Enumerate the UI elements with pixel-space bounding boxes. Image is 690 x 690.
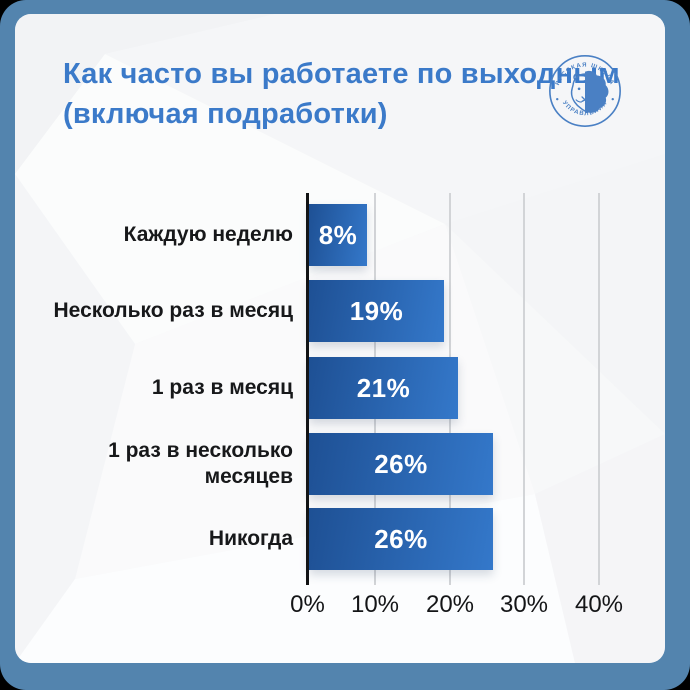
page-title: Как часто вы работаете по выходным (вклю… — [63, 58, 620, 130]
school-logo: РУССКАЯ ШКОЛА УПРАВЛЕНИЯ — [549, 55, 621, 127]
lion-icon — [570, 70, 609, 114]
bar-0: 8% — [309, 204, 367, 266]
bar-value-label: 8% — [318, 219, 358, 250]
bar-chart: 8% 19% 21% 26% 26% 0% 10% 20% 30% 40% — [290, 193, 623, 618]
bar-value-label: 19% — [349, 295, 404, 326]
y-axis-line — [306, 193, 309, 585]
gridline — [523, 193, 525, 585]
x-axis-tick-label: 10% — [350, 591, 400, 618]
gridline — [598, 193, 600, 585]
bar-value-label: 21% — [356, 372, 411, 403]
bar-2: 21% — [309, 357, 458, 419]
category-labels: Каждую неделю Несколько раз в месяц 1 раз … — [25, 14, 294, 663]
x-axis-tick-label: 20% — [425, 591, 475, 618]
category-label-3: 1 раз в несколько месяцев — [108, 439, 293, 488]
category-label-0: Каждую неделю — [123, 223, 293, 246]
x-axis-tick-label: 30% — [499, 591, 549, 618]
category-label-4: Никогда — [208, 527, 293, 550]
bar-value-label: 26% — [374, 523, 428, 554]
bar-value-label: 26% — [374, 448, 428, 479]
category-label-1: Несколько раз в месяц — [53, 299, 294, 322]
content-card: Как часто вы работаете по выходным (вклю… — [15, 14, 665, 663]
x-axis-tick-label: 0% — [290, 591, 325, 618]
bar-1: 19% — [309, 280, 444, 342]
bar-4: 26% — [309, 508, 493, 570]
category-label-2: 1 раз в месяц — [151, 376, 293, 399]
bar-3: 26% — [309, 433, 493, 495]
x-axis-tick-label: 40% — [574, 591, 624, 618]
